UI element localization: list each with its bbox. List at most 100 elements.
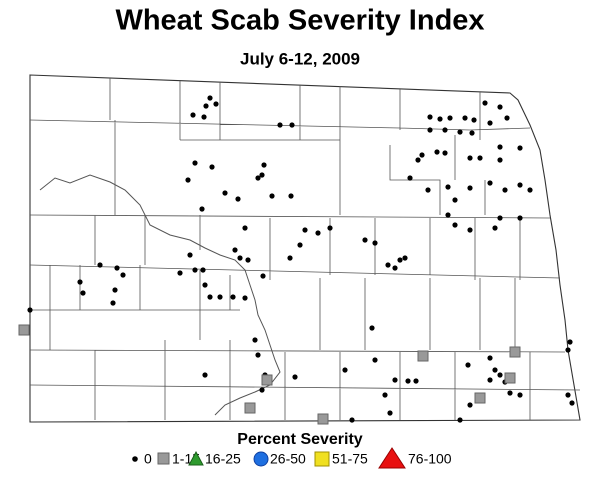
station [465, 362, 471, 368]
station [207, 95, 213, 101]
station [317, 413, 329, 425]
station [427, 127, 433, 133]
station [517, 145, 523, 151]
state-outline [29, 74, 581, 423]
station [288, 193, 294, 199]
station [372, 357, 378, 363]
station [497, 104, 503, 110]
station [260, 273, 266, 279]
station [80, 290, 86, 296]
legend-symbol [157, 452, 170, 465]
station [445, 184, 451, 190]
station [297, 242, 303, 248]
station [452, 222, 458, 228]
station [477, 155, 483, 161]
station [504, 115, 510, 121]
station [497, 372, 503, 378]
station [202, 282, 208, 288]
county-lines [29, 78, 581, 420]
station [565, 347, 571, 353]
station [405, 378, 411, 384]
station [487, 120, 493, 126]
station [425, 187, 431, 193]
legend: 0 1-15 16-25 26-50 51-75 76-100 [132, 447, 452, 469]
station [462, 115, 468, 121]
station [327, 225, 333, 231]
legend-symbol [188, 450, 204, 466]
station [417, 350, 429, 362]
station [415, 157, 421, 163]
station [302, 227, 308, 233]
station [471, 117, 477, 123]
station [569, 400, 575, 406]
station [192, 267, 198, 273]
station [402, 255, 408, 261]
station [217, 294, 223, 300]
station [269, 193, 275, 199]
station [565, 392, 571, 398]
map-title: Wheat Scab Severity Index [115, 5, 484, 37]
legend-title: Percent Severity [237, 431, 363, 448]
station [190, 112, 196, 118]
station [507, 390, 513, 396]
station [434, 149, 440, 155]
station [120, 272, 126, 278]
station [242, 225, 248, 231]
station [289, 122, 295, 128]
station [207, 294, 213, 300]
station [18, 324, 30, 336]
station [397, 257, 403, 263]
station [114, 265, 120, 271]
station [492, 367, 498, 373]
station [235, 196, 241, 202]
station [487, 377, 493, 383]
legend-label: 76-100 [408, 451, 452, 467]
station [112, 287, 118, 293]
station [497, 157, 503, 163]
legend-label: 0 [144, 451, 152, 467]
legend-symbol [378, 447, 406, 469]
station [509, 346, 521, 358]
station [442, 127, 448, 133]
station [222, 190, 228, 196]
station [199, 206, 205, 212]
station [445, 212, 451, 218]
station [261, 374, 273, 386]
station [192, 160, 198, 166]
station [287, 255, 293, 261]
river [39, 174, 281, 416]
station [342, 367, 348, 373]
station [369, 325, 375, 331]
station [452, 197, 458, 203]
station [382, 392, 388, 398]
station [487, 355, 493, 361]
station [77, 279, 83, 285]
station [517, 182, 523, 188]
station [447, 115, 453, 121]
station [209, 164, 215, 170]
station [255, 175, 261, 181]
station [237, 255, 243, 261]
station [392, 265, 398, 271]
station [567, 339, 573, 345]
station [492, 225, 498, 231]
station [202, 372, 208, 378]
station [200, 267, 206, 273]
legend-label: 51-75 [332, 451, 368, 467]
map-subtitle: July 6-12, 2009 [240, 49, 360, 68]
station [517, 215, 523, 221]
station [467, 227, 473, 233]
stations [18, 95, 575, 425]
station [230, 294, 236, 300]
station [419, 152, 425, 158]
station [502, 187, 508, 193]
station [261, 162, 267, 168]
station [467, 185, 473, 191]
station [97, 262, 103, 268]
station [292, 374, 298, 380]
station [232, 247, 238, 253]
station [245, 257, 251, 263]
station [372, 240, 378, 246]
station [27, 307, 33, 313]
